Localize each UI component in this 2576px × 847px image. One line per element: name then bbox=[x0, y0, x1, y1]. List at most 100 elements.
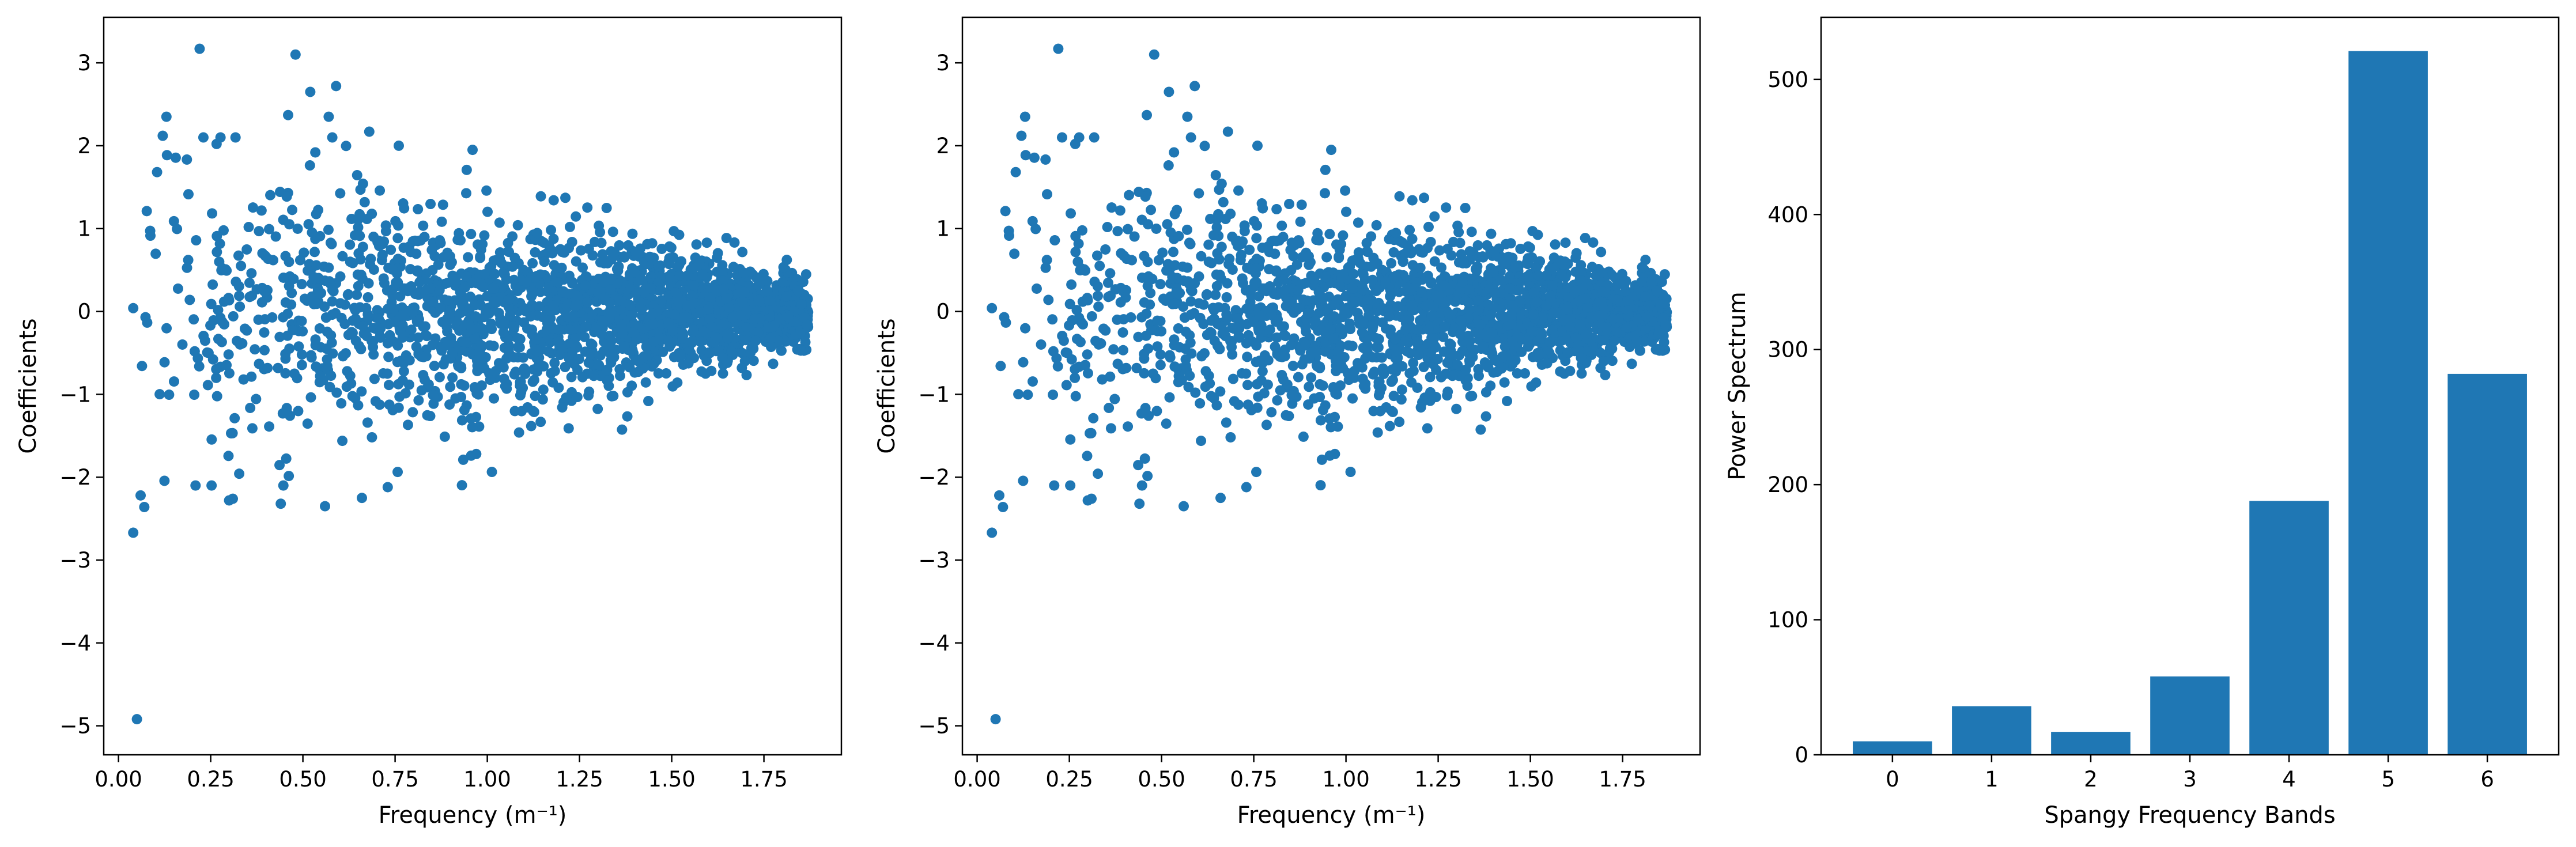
scatter-1-data-point bbox=[535, 417, 546, 428]
scatter-2-data-point bbox=[1577, 283, 1588, 294]
scatter-2-data-point bbox=[1355, 258, 1366, 269]
scatter-2-data-point bbox=[1345, 467, 1356, 478]
scatter-1-data-point bbox=[323, 111, 334, 122]
scatter-1-x-tick-label: 1.75 bbox=[740, 767, 787, 792]
scatter-1-data-point bbox=[315, 230, 326, 241]
scatter-2-data-point bbox=[1452, 220, 1463, 231]
scatter-2-data-point bbox=[1347, 393, 1358, 404]
scatter-1-data-point bbox=[292, 223, 303, 234]
scatter-2-data-point bbox=[1555, 335, 1566, 346]
scatter-1-data-point bbox=[606, 246, 617, 257]
scatter-2-data-point bbox=[1173, 323, 1184, 334]
scatter-1-data-point bbox=[327, 296, 338, 307]
scatter-1-data-point bbox=[597, 249, 608, 260]
scatter-1-data-point bbox=[675, 349, 686, 360]
scatter-1-data-point bbox=[576, 245, 587, 256]
scatter-1-data-point bbox=[633, 366, 644, 377]
scatter-1-data-point bbox=[737, 247, 748, 258]
scatter-2-data-point bbox=[1407, 300, 1418, 311]
bar-chart-y-tick-label: 200 bbox=[1767, 472, 1808, 497]
scatter-2-data-point bbox=[1363, 310, 1374, 321]
scatter-1-data-point bbox=[571, 211, 581, 222]
scatter-1-data-point bbox=[447, 372, 458, 383]
scatter-2-x-tick-label: 0.00 bbox=[953, 767, 1000, 792]
scatter-1-data-point bbox=[331, 387, 342, 398]
scatter-2-data-point bbox=[1460, 202, 1471, 213]
scatter-2-data-point bbox=[1169, 260, 1180, 271]
scatter-1-data-point bbox=[762, 275, 773, 286]
scatter-1-data-point bbox=[736, 347, 747, 358]
scatter-2-data-point bbox=[1009, 248, 1020, 259]
scatter-2-data-point bbox=[1358, 317, 1369, 328]
scatter-2-data-point bbox=[1419, 192, 1430, 203]
scatter-1-data-point bbox=[256, 282, 267, 293]
bar-chart-y-tick-label: 100 bbox=[1767, 608, 1808, 633]
scatter-2-data-point bbox=[1609, 335, 1620, 346]
scatter-2-data-point bbox=[1547, 324, 1558, 335]
scatter-1-data-point bbox=[702, 304, 713, 315]
scatter-2-data-point bbox=[1314, 235, 1325, 246]
scatter-2-data-point bbox=[1152, 341, 1163, 352]
scatter-2-data-point bbox=[1392, 301, 1403, 312]
scatter-1-data-point bbox=[459, 404, 470, 415]
scatter-1-data-point bbox=[443, 295, 454, 306]
scatter-1-data-point bbox=[596, 328, 607, 339]
scatter-1-data-point bbox=[164, 390, 175, 400]
scatter-2-data-point bbox=[1221, 292, 1232, 302]
scatter-1-data-point bbox=[403, 379, 414, 390]
scatter-1-data-point bbox=[206, 298, 217, 309]
scatter-1-data-point bbox=[202, 380, 213, 391]
scatter-2-data-point bbox=[1514, 294, 1525, 305]
scatter-1-data-point bbox=[739, 286, 750, 297]
scatter-2-data-point bbox=[1422, 338, 1433, 349]
scatter-2-data-point bbox=[1140, 404, 1151, 415]
scatter-2-data-point bbox=[1189, 81, 1200, 92]
scatter-2-data-point bbox=[1317, 404, 1328, 415]
scatter-2-data-point bbox=[1295, 216, 1306, 227]
scatter-1-data-point bbox=[434, 372, 445, 383]
scatter-1-data-point bbox=[413, 332, 424, 343]
scatter-1-data-point bbox=[311, 298, 322, 309]
scatter-2-data-point bbox=[1049, 235, 1060, 246]
scatter-2-data-point bbox=[1227, 349, 1238, 360]
scatter-2-data-point bbox=[1338, 230, 1349, 241]
scatter-2-data-point bbox=[1373, 377, 1384, 388]
scatter-1-data-point bbox=[509, 369, 520, 380]
scatter-2-x-tick-label: 0.50 bbox=[1138, 767, 1185, 792]
scatter-2-data-point bbox=[1098, 323, 1109, 334]
scatter-2-data-point bbox=[1457, 277, 1468, 288]
scatter-2-data-point bbox=[1198, 319, 1209, 330]
scatter-1-data-point bbox=[214, 238, 225, 249]
scatter-1-data-point bbox=[229, 413, 240, 423]
scatter-1-data-point bbox=[501, 274, 512, 285]
scatter-1-data-point bbox=[697, 269, 708, 280]
scatter-2-data-point bbox=[1266, 407, 1277, 418]
scatter-2-data-point bbox=[1047, 314, 1058, 325]
scatter-2-data-point bbox=[1185, 132, 1196, 143]
scatter-1-data-point bbox=[182, 154, 192, 165]
scatter-1-data-point bbox=[622, 411, 633, 422]
scatter-1-data-point bbox=[641, 341, 652, 352]
scatter-1-y-tick-label: 0 bbox=[77, 300, 91, 324]
scatter-1-data-point bbox=[476, 380, 487, 391]
scatter-2-data-point bbox=[1020, 323, 1031, 334]
scatter-2-data-point bbox=[1359, 274, 1370, 285]
scatter-2-data-point bbox=[1031, 283, 1042, 294]
scatter-1-data-point bbox=[324, 381, 335, 392]
scatter-2-data-point bbox=[1556, 269, 1567, 280]
scatter-1-data-point bbox=[253, 314, 264, 325]
scatter-2-data-point bbox=[1255, 310, 1266, 321]
scatter-2-data-point bbox=[1173, 370, 1184, 381]
scatter-1-data-point bbox=[274, 460, 285, 471]
scatter-2-data-point bbox=[1066, 208, 1077, 219]
scatter-2-data-point bbox=[1022, 390, 1033, 400]
scatter-2-data-point bbox=[1142, 109, 1152, 120]
scatter-1-data-point bbox=[137, 361, 148, 372]
scatter-2-data-point bbox=[1165, 227, 1176, 238]
scatter-1-data-point bbox=[717, 275, 728, 286]
scatter-1-data-point bbox=[367, 336, 377, 347]
scatter-2-data-point bbox=[1019, 111, 1030, 122]
scatter-1-data-point bbox=[392, 340, 403, 351]
scatter-1-data-point bbox=[740, 335, 751, 346]
